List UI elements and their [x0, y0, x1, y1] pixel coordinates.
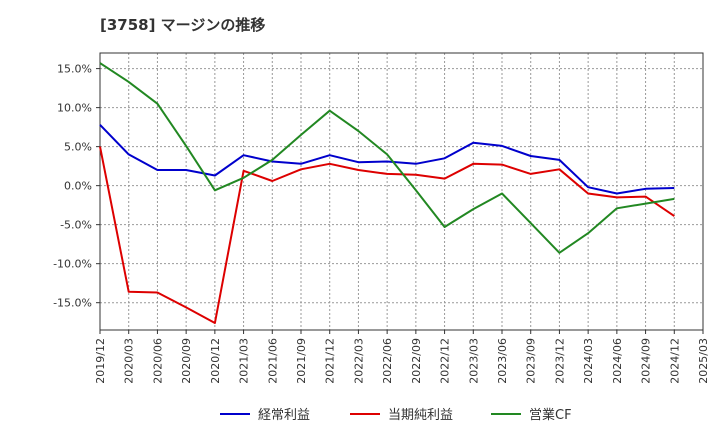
x-tick-label: 2021/09: [295, 338, 308, 384]
legend-label-1: 当期純利益: [388, 408, 453, 423]
x-tick-label: 2023/06: [496, 338, 509, 384]
y-tick-label: -15.0%: [53, 297, 92, 310]
y-tick-label: 0.0%: [64, 180, 92, 193]
x-tick-label: 2021/06: [266, 338, 279, 384]
series-line-2: [99, 62, 675, 254]
x-tick-label: 2024/06: [611, 338, 624, 384]
x-tick-label: 2023/09: [525, 338, 538, 384]
y-tick-label: 15.0%: [57, 63, 92, 76]
x-tick-label: 2020/09: [180, 338, 193, 384]
series-line-1: [99, 146, 675, 324]
legend-label-2: 営業CF: [529, 407, 572, 423]
x-tick-label: 2020/06: [151, 338, 164, 384]
x-tick-label: 2022/12: [439, 338, 452, 384]
y-tick-label: 5.0%: [64, 141, 92, 154]
y-tick-label: 10.0%: [57, 102, 92, 115]
x-tick-label: 2022/09: [410, 338, 423, 384]
legend: 経常利益 当期純利益 営業CF: [220, 407, 572, 423]
plot-frame: [99, 52, 704, 331]
y-axis-ticks: 15.0% 10.0% 5.0% 0.0% -5.0% -10.0% -15.0%: [53, 63, 100, 310]
legend-label-0: 経常利益: [258, 408, 310, 423]
y-tick-label: -10.0%: [53, 258, 92, 271]
chart-title: [3758] マージンの推移: [100, 16, 266, 34]
x-tick-label: 2022/03: [352, 338, 365, 384]
x-tick-label: 2024/12: [668, 338, 681, 384]
x-tick-label: 2024/03: [582, 338, 595, 384]
x-tick-label: 2023/12: [553, 338, 566, 384]
x-tick-label: 2022/06: [381, 338, 394, 384]
series-line-0: [99, 124, 675, 195]
x-tick-label: 2025/03: [697, 338, 710, 384]
grid-lines: [100, 53, 703, 330]
x-tick-label: 2023/03: [467, 338, 480, 384]
series-lines: [99, 62, 675, 324]
x-tick-label: 2024/09: [640, 338, 653, 384]
x-tick-label: 2021/12: [324, 338, 337, 384]
x-tick-label: 2021/03: [238, 338, 251, 384]
x-tick-label: 2020/03: [123, 338, 136, 384]
y-tick-label: -5.0%: [60, 219, 92, 232]
x-axis-ticks: 2019/12 2020/03 2020/06 2020/09 2020/12 2021/…: [94, 330, 710, 384]
x-tick-label: 2020/12: [209, 338, 222, 384]
x-tick-label: 2019/12: [94, 338, 107, 384]
